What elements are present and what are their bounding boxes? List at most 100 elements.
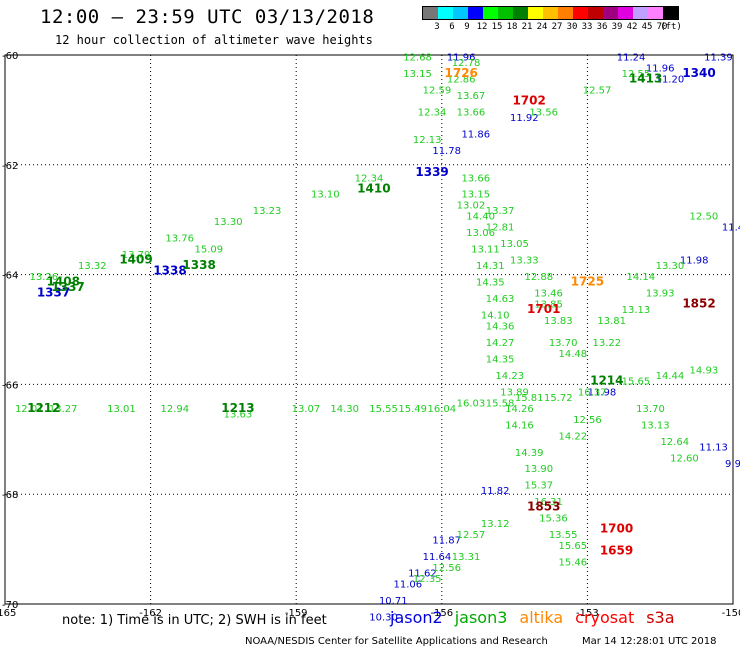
- longitude-label: -162: [139, 608, 162, 619]
- wave-height-label: 15.36: [539, 514, 568, 525]
- legend-label: 3: [434, 22, 440, 32]
- wave-height-label: 13.26: [30, 272, 59, 283]
- wave-height-label: 13.30: [214, 217, 243, 228]
- satellite-label-cryosat: cryosat: [575, 608, 635, 627]
- wave-height-label: 15.49: [398, 404, 427, 415]
- wave-height-label: 13.85: [534, 300, 563, 311]
- wave-height-label: 13.12: [481, 519, 510, 530]
- wave-height-label: 14.44: [656, 371, 685, 382]
- wave-height-label: 13.07: [292, 404, 321, 415]
- longitude-label: -159: [285, 608, 308, 619]
- wave-height-label: 11.20: [656, 74, 685, 85]
- wave-height-label: 11.4: [722, 223, 740, 234]
- time-label: 1337: [37, 286, 70, 300]
- longitude-label: -153: [576, 608, 599, 619]
- wave-height-label: 13.66: [461, 173, 490, 184]
- wave-height-label: 11.78: [432, 146, 461, 157]
- wave-height-label: 13.22: [592, 338, 621, 349]
- wave-height-label: 13.06: [466, 228, 495, 239]
- wave-height-label: 12.56: [432, 563, 461, 574]
- longitude-label: -165: [0, 608, 16, 619]
- wave-height-label: 16.04: [427, 404, 456, 415]
- wave-height-label: 12.35: [413, 574, 442, 585]
- legend-label: 6: [449, 22, 455, 32]
- wave-height-label: 13.37: [486, 206, 515, 217]
- time-label: 1337: [51, 280, 84, 294]
- page-title: 12:00 – 23:59 UTC 03/13/2018: [40, 6, 375, 28]
- wave-height-label: 13.30: [656, 261, 685, 272]
- longitude-label: -150: [722, 608, 740, 619]
- time-label: 1659: [600, 544, 633, 558]
- wave-height-label: 13.93: [646, 289, 675, 300]
- wave-height-label: 14.40: [466, 212, 495, 223]
- wave-height-label: 13.81: [597, 316, 626, 327]
- wave-height-label: 12.88: [525, 272, 554, 283]
- wave-height-label: 14.10: [481, 311, 510, 322]
- wave-height-label: 15.58: [486, 398, 515, 409]
- time-label: 1853: [527, 500, 560, 514]
- wave-height-label: 13.55: [549, 530, 578, 541]
- wave-height-label: 13.83: [544, 316, 573, 327]
- wave-height-label: 13.66: [457, 107, 486, 118]
- wave-height-label: 13.32: [78, 261, 107, 272]
- footer-timestamp: Mar 14 12:28:01 UTC 2018: [582, 636, 717, 647]
- wave-height-label: 13.70: [636, 404, 665, 415]
- latitude-label: -66: [2, 380, 18, 391]
- wave-height-label: 11.62: [408, 569, 437, 580]
- wave-height-label: 13.27: [49, 404, 78, 415]
- wave-height-label: 15.81: [515, 393, 544, 404]
- time-label: 1338: [153, 264, 186, 278]
- legend-label: 39: [611, 22, 623, 32]
- wave-height-label: 13.67: [457, 91, 486, 102]
- wave-height-label: 13.01: [107, 404, 136, 415]
- wave-height-label: 13.76: [165, 234, 194, 245]
- wave-height-label: 11.87: [432, 536, 461, 547]
- wave-height-label: 11.39: [704, 52, 733, 63]
- legend-label: 27: [551, 22, 563, 32]
- wave-height-label: 15.37: [525, 481, 554, 492]
- satellite-legend: jason2 jason3 altika cryosat s3a: [390, 608, 675, 627]
- time-label: 1701: [527, 302, 560, 316]
- map-grid: [4, 54, 734, 605]
- legend-label: 70: [656, 22, 668, 32]
- wave-height-label: 14.48: [559, 349, 588, 360]
- legend-swatch: [648, 7, 663, 19]
- wave-height-label: 11.64: [423, 552, 452, 563]
- latitude-label: -60: [2, 51, 18, 62]
- time-label: 1340: [682, 66, 715, 80]
- legend-swatch: [513, 7, 528, 19]
- wave-height-label: 14.63: [486, 294, 515, 305]
- longitude-label: -156: [430, 608, 453, 619]
- wave-height-label: 14.16: [505, 420, 534, 431]
- wave-height-label: 12.55: [622, 69, 651, 80]
- wave-height-label: 15.72: [544, 393, 573, 404]
- wave-height-label: 14.35: [486, 354, 515, 365]
- legend-labels: 3 6 9 12 15 18 21 24 27 30 33 36 39 42 45 70 (ft): [422, 20, 682, 32]
- time-label: 1213: [221, 401, 254, 415]
- latitude-label: -62: [2, 161, 18, 172]
- satellite-label-altika: altika: [519, 608, 564, 627]
- wave-height-label: 12.50: [690, 212, 719, 223]
- legend-label: 18: [506, 22, 518, 32]
- wave-height-label: 12.78: [452, 58, 481, 69]
- wave-height-label: 14.27: [486, 338, 515, 349]
- wave-height-label: 14.93: [690, 365, 719, 376]
- legend-swatch: [633, 7, 648, 19]
- legend-swatch: [543, 7, 558, 19]
- time-label: 1702: [512, 93, 545, 107]
- wave-height-label: 14.30: [330, 404, 359, 415]
- wave-height-label: 13.31: [452, 552, 481, 563]
- legend-swatch: [528, 7, 543, 19]
- wave-height-label: 11.98: [680, 256, 709, 267]
- legend-label: 24: [536, 22, 548, 32]
- wave-height-label: 12.64: [660, 437, 689, 448]
- legend-swatch: [423, 7, 438, 19]
- legend-label: (ft): [660, 22, 682, 32]
- legend-swatch: [498, 7, 513, 19]
- map-border: [4, 54, 734, 605]
- wave-height-label: 11.24: [617, 52, 646, 63]
- wave-height-label: 12.60: [670, 453, 699, 464]
- wave-height-label: 15.09: [195, 245, 224, 256]
